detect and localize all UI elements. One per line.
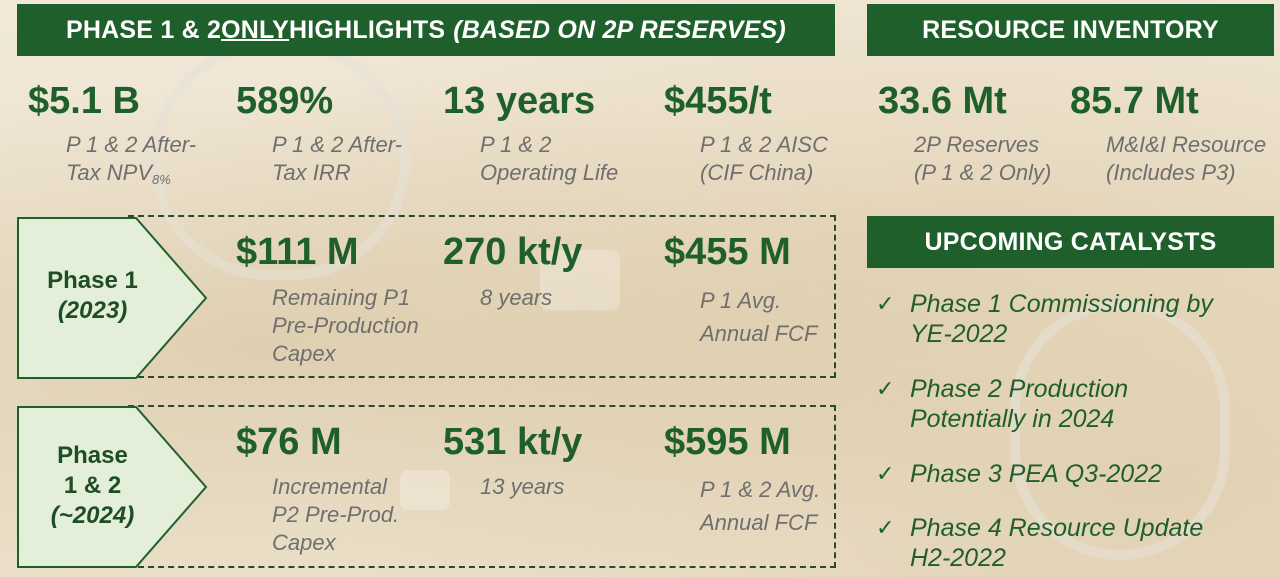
phase2-throughput-label: 13 years xyxy=(480,474,565,499)
highlights-title-prefix: PHASE 1 & 2 xyxy=(66,15,222,44)
catalysts-title: UPCOMING CATALYSTS xyxy=(924,227,1217,256)
phase2-capex-label: Incremental P2 Pre-Prod. Capex xyxy=(272,474,400,555)
catalyst-text: Phase 3 PEA Q3-2022 xyxy=(910,460,1163,488)
checkmark-icon: ✓ xyxy=(876,515,895,540)
phase2-fcf-value: $595 M xyxy=(664,421,791,463)
catalyst-item: ✓ Phase 4 Resource Update H2-2022 xyxy=(876,513,1276,573)
site-structure xyxy=(540,250,620,310)
phase1-capex-value: $111 M xyxy=(236,231,359,273)
phase1-chevron xyxy=(17,217,208,379)
resource-value: 85.7 Mt xyxy=(1070,80,1199,122)
npv-value: $5.1 B xyxy=(28,80,140,122)
phase2-chevron xyxy=(17,406,208,568)
resource-label: M&I&I Resource (Includes P3) xyxy=(1106,132,1267,185)
operating-life-value: 13 years xyxy=(443,80,596,122)
phase1-label: Phase 1 (2023) xyxy=(47,267,138,324)
reserves-label: 2P Reserves (P 1 & 2 Only) xyxy=(914,132,1052,185)
phase1-capex-label: Remaining P1 Pre-Production Capex xyxy=(272,285,419,366)
checkmark-icon: ✓ xyxy=(876,461,895,486)
phase1-fcf-label: P 1 Avg. Annual FCF xyxy=(700,288,818,346)
checkmark-icon: ✓ xyxy=(876,291,895,316)
catalysts-banner: UPCOMING CATALYSTS xyxy=(867,216,1274,268)
irr-value: 589% xyxy=(236,80,334,122)
catalyst-text: Phase 1 Commissioning by YE-2022 xyxy=(910,290,1213,348)
phase1-throughput-value: 270 kt/y xyxy=(443,231,583,273)
highlights-title-italic: (BASED ON 2P RESERVES) xyxy=(453,15,786,44)
road-shape xyxy=(1010,300,1230,560)
phase2-capex-value: $76 M xyxy=(236,421,342,463)
aisc-value: $455/t xyxy=(664,80,772,122)
site-structure xyxy=(400,470,450,510)
checkmark-icon: ✓ xyxy=(876,376,895,401)
resource-banner: RESOURCE INVENTORY xyxy=(867,4,1274,56)
aisc-label: P 1 & 2 AISC (CIF China) xyxy=(700,132,828,185)
phase1-fcf-value: $455 M xyxy=(664,231,791,273)
catalyst-item: ✓ Phase 1 Commissioning by YE-2022 xyxy=(876,289,1276,349)
resource-title: RESOURCE INVENTORY xyxy=(922,15,1219,44)
highlights-title-only: ONLY xyxy=(221,15,290,44)
operating-life-label: P 1 & 2 Operating Life xyxy=(480,132,619,185)
highlights-banner: PHASE 1 & 2 ONLY HIGHLIGHTS (BASED ON 2P… xyxy=(17,4,835,56)
phase2-throughput-value: 531 kt/y xyxy=(443,421,583,463)
phase2-fcf-label: P 1 & 2 Avg. Annual FCF xyxy=(700,477,821,535)
npv-label: P 1 & 2 After- Tax NPV8% xyxy=(66,132,197,187)
highlights-title-mid: HIGHLIGHTS xyxy=(289,15,446,44)
phase2-label: Phase 1 & 2 (~2024) xyxy=(50,442,135,529)
catalyst-item: ✓ Phase 2 Production Potentially in 2024 xyxy=(876,374,1276,434)
phase1-throughput-label: 8 years xyxy=(480,285,553,310)
irr-label: P 1 & 2 After- Tax IRR xyxy=(272,132,403,185)
catalyst-text: Phase 2 Production Potentially in 2024 xyxy=(910,375,1129,433)
reserves-value: 33.6 Mt xyxy=(878,80,1007,122)
catalyst-text: Phase 4 Resource Update H2-2022 xyxy=(910,514,1204,572)
catalyst-item: ✓ Phase 3 PEA Q3-2022 xyxy=(876,459,1276,489)
